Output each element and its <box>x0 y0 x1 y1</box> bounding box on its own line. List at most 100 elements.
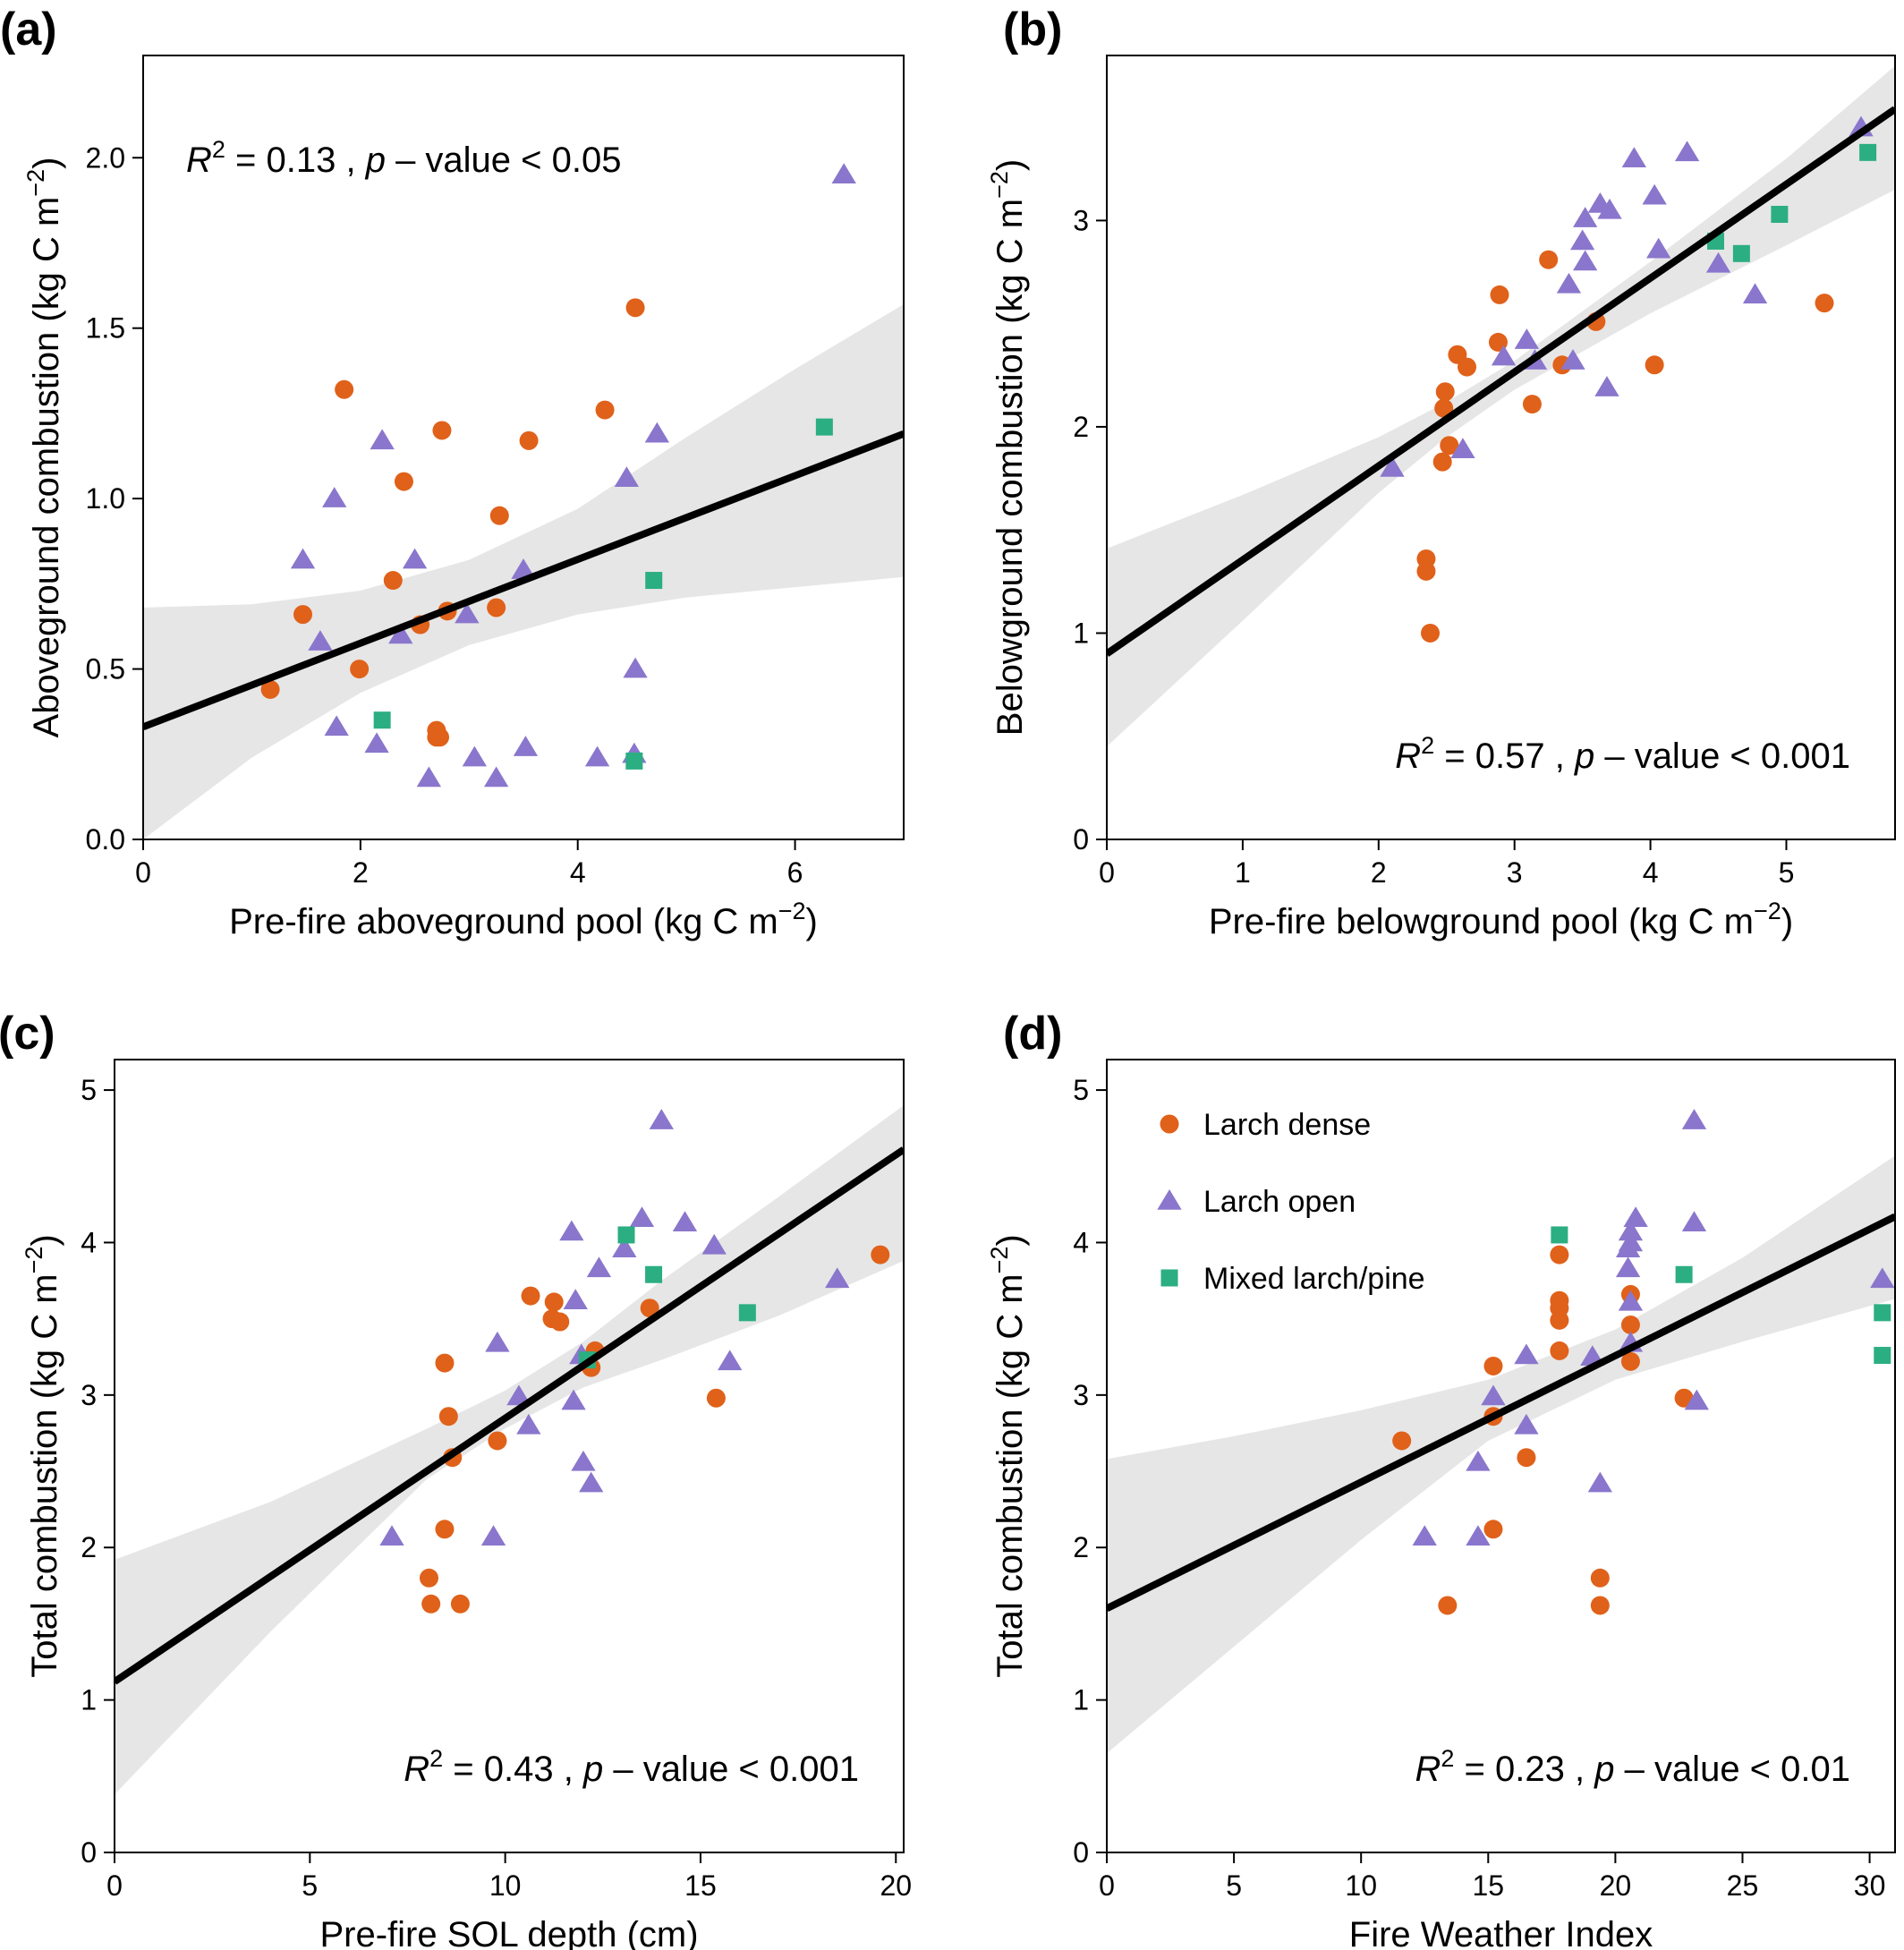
x-tick-label: 5 <box>1226 1869 1242 1902</box>
larch-open-point <box>1618 1290 1644 1311</box>
y-tick-label: 3 <box>1073 1379 1089 1411</box>
confidence-band <box>115 1105 904 1795</box>
x-tick-label: 0 <box>135 856 151 889</box>
larch-open-point <box>483 766 509 788</box>
y-tick-label: 0 <box>81 1836 97 1869</box>
larch-open-point <box>370 429 395 450</box>
y-axis-label: Total combustion (kg C m−2) <box>986 1234 1030 1677</box>
larch-dense-point <box>544 1292 564 1312</box>
larch-dense-point <box>521 1286 540 1306</box>
larch-dense-point <box>1674 1388 1694 1408</box>
larch-dense-point <box>430 728 449 747</box>
larch-open-point <box>1587 1471 1612 1493</box>
mixed-larch-pine-point <box>1771 206 1789 224</box>
larch-open-point <box>1594 376 1619 396</box>
larch-open-point <box>364 732 389 754</box>
larch-dense-point <box>519 430 539 450</box>
regression-line <box>115 1146 904 1685</box>
larch-open-point <box>614 466 640 488</box>
larch-dense-point <box>335 379 354 399</box>
mixed-larch-pine-point <box>1859 143 1877 161</box>
larch-dense-point <box>1438 1596 1458 1615</box>
y-tick-label: 1 <box>81 1684 97 1716</box>
y-tick-label: 1 <box>1073 1684 1089 1716</box>
larch-dense-point <box>260 679 280 699</box>
mixed-larch-pine-point <box>1874 1347 1891 1365</box>
x-tick-label: 20 <box>880 1869 912 1902</box>
larch-open-point <box>290 548 316 569</box>
r2-annotation: R2 = 0.13 , p – value < 0.05 <box>186 136 621 180</box>
legend-label-larch-open: Larch open <box>1203 1185 1356 1219</box>
larch-dense-point <box>450 1594 470 1614</box>
confidence-band <box>1107 65 1895 747</box>
panel-b: 0 1 2 3 4 5 0 1 2 3 Pre-fire belowground pool (kg … <box>986 4 1896 941</box>
larch-open-point <box>1623 1206 1648 1227</box>
larch-dense-point <box>1435 382 1455 402</box>
larch-dense-point <box>1421 623 1441 643</box>
x-tick-label: 30 <box>1854 1869 1886 1902</box>
plot-frame <box>1106 1059 1896 1853</box>
y-tick-label: 4 <box>81 1226 97 1258</box>
larch-dense-point <box>1539 250 1559 269</box>
larch-dense-point <box>435 1520 455 1539</box>
y-tick-label: 2 <box>1073 1531 1089 1563</box>
y-tick-label: 2 <box>1073 411 1089 443</box>
y-tick-label: 5 <box>81 1074 97 1106</box>
larch-open-point <box>485 1331 510 1352</box>
panel-label: (a) <box>0 4 57 55</box>
y-tick-label: 5 <box>1073 1074 1089 1106</box>
r2-annotation: R2 = 0.57 , p – value < 0.001 <box>1395 732 1850 776</box>
larch-dense-point <box>706 1388 726 1408</box>
larch-dense-point <box>1645 355 1664 375</box>
x-tick-label: 4 <box>1643 856 1659 889</box>
larch-dense-point <box>1590 1568 1610 1588</box>
y-tick-label: 0.5 <box>86 653 125 685</box>
plot-frame <box>1106 55 1896 840</box>
larch-open-point <box>649 1109 674 1129</box>
mixed-larch-pine-point <box>738 1304 756 1322</box>
larch-open-point <box>586 1256 612 1278</box>
larch-dense-point <box>1434 398 1454 418</box>
larch-dense-point <box>1590 1596 1610 1615</box>
larch-open-point <box>571 1450 596 1471</box>
larch-open-point <box>559 1220 584 1241</box>
larch-dense-point <box>1550 1245 1569 1265</box>
mixed-larch-pine-point <box>645 1265 663 1283</box>
larch-open-point <box>1681 1109 1707 1129</box>
plot-frame <box>142 55 905 840</box>
larch-dense-point <box>421 1594 441 1614</box>
legend-label-mixed-larch-pine: Mixed larch/pine <box>1203 1262 1425 1296</box>
x-axis-label: Pre-fire belowground pool (kg C m−2) <box>1209 898 1793 941</box>
larch-dense-point <box>487 598 506 617</box>
larch-open-point <box>511 558 536 579</box>
larch-open-point <box>480 1525 506 1546</box>
larch-open-point <box>1514 1343 1539 1365</box>
larch-open-point <box>1684 1389 1709 1410</box>
x-tick-label: 0 <box>1099 1869 1115 1902</box>
larch-dense-point <box>1522 395 1542 414</box>
regression-line <box>143 430 904 731</box>
larch-open-point <box>1560 349 1585 370</box>
larch-open-point <box>462 745 488 767</box>
larch-open-point <box>584 745 610 767</box>
larch-open-point <box>1491 345 1517 366</box>
larch-open-point <box>672 1211 698 1232</box>
legend: Larch dense Larch open Mixed larch/pine <box>1157 1108 1425 1296</box>
larch-open-point <box>1380 456 1405 477</box>
larch-open-point <box>1681 1211 1707 1232</box>
mixed-larch-pine-point <box>645 572 663 590</box>
larch-open-point <box>1615 1256 1641 1278</box>
x-axis-label: Fire Weather Index <box>1349 1915 1653 1950</box>
larch-open-point <box>1618 1230 1644 1252</box>
mixed-larch-pine-point <box>1551 1226 1568 1244</box>
larch-open-point <box>718 1350 743 1371</box>
larch-open-point <box>506 1384 531 1406</box>
larch-dense-point <box>1416 561 1436 581</box>
larch-dense-point <box>550 1312 570 1332</box>
larch-open-point <box>644 422 670 443</box>
larch-open-point <box>1481 1384 1506 1406</box>
larch-open-point <box>379 1525 404 1546</box>
mixed-larch-pine-point <box>625 752 643 770</box>
x-tick-label: 2 <box>1371 856 1387 889</box>
larch-open-point <box>825 1267 850 1289</box>
